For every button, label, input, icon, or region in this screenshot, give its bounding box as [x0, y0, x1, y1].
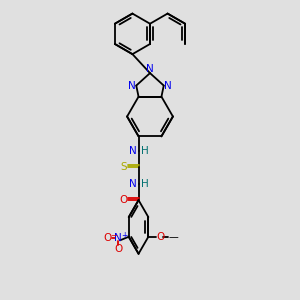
Text: S: S [121, 162, 127, 172]
Text: H: H [141, 146, 148, 156]
Text: N: N [129, 146, 136, 156]
Text: N: N [164, 80, 172, 91]
Text: O: O [104, 233, 112, 243]
Text: N: N [128, 80, 136, 91]
Text: O: O [156, 232, 165, 242]
Text: −: − [110, 232, 117, 241]
Text: O: O [114, 244, 122, 254]
Text: +: + [121, 231, 127, 240]
Text: N: N [129, 179, 136, 189]
Text: O: O [120, 195, 128, 205]
Text: —: — [168, 232, 178, 242]
Text: N: N [146, 64, 154, 74]
Text: H: H [141, 179, 148, 189]
Text: N: N [114, 233, 122, 243]
